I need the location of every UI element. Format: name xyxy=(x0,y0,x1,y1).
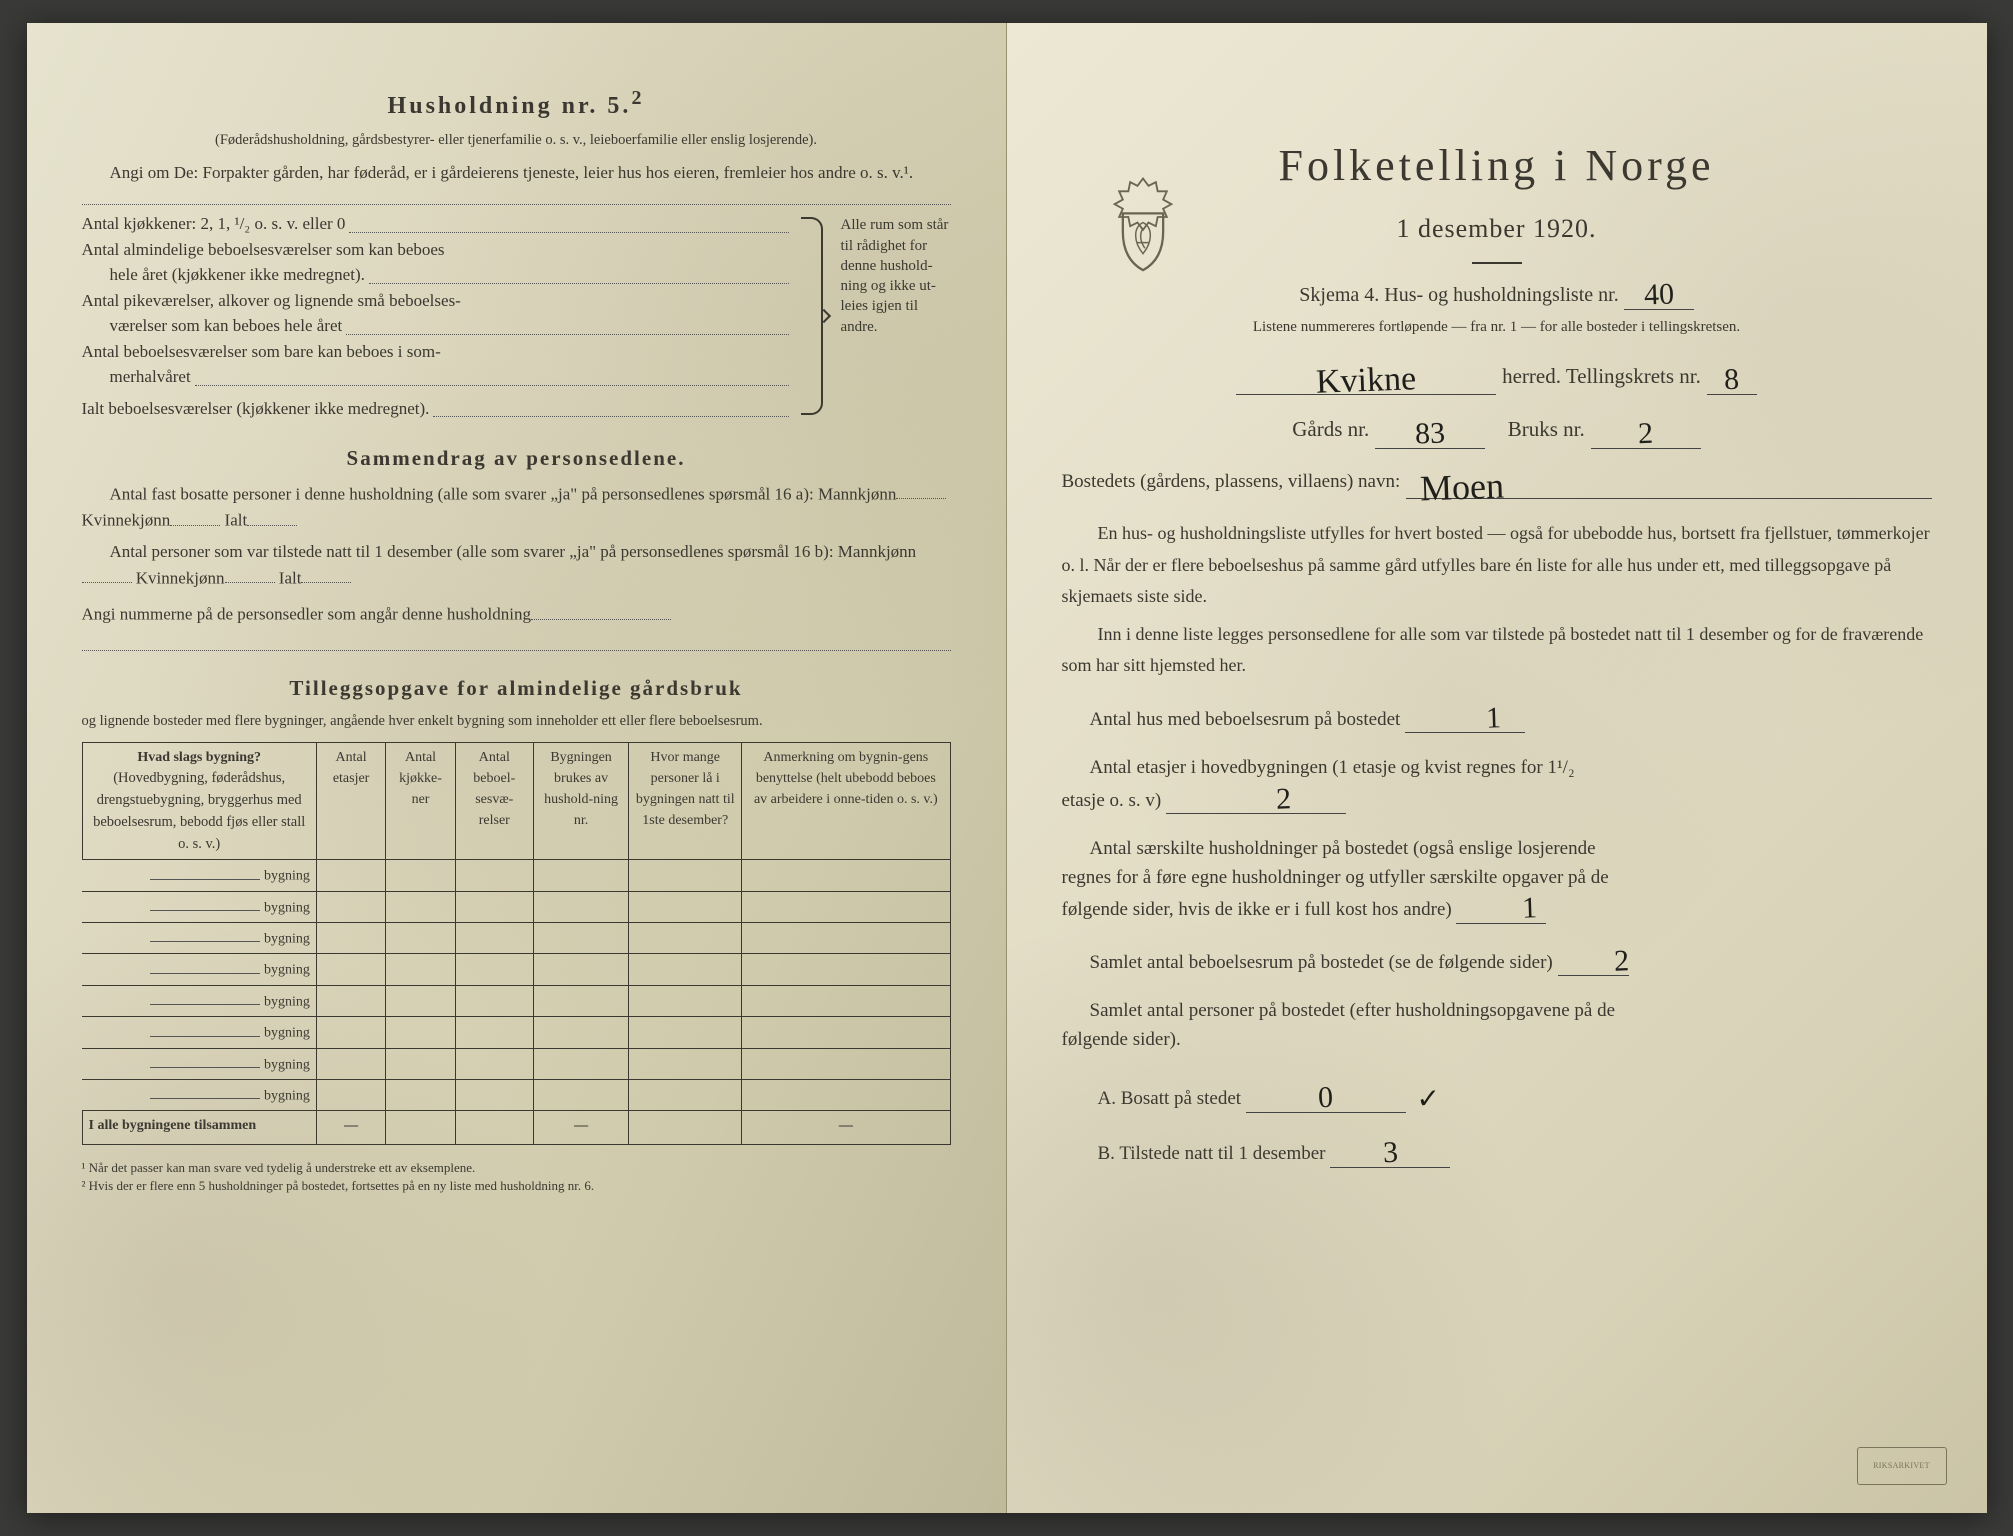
q3c: følgende sider, hvis de ikke er i full k… xyxy=(1062,899,1452,920)
fn2: ² Hvis der er flere enn 5 husholdninger … xyxy=(82,1177,951,1195)
qA: A. Bosatt på stedet xyxy=(1098,1088,1242,1109)
gard-label: Gårds nr. xyxy=(1292,414,1369,446)
th3: Antal kjøkke-ner xyxy=(386,743,455,860)
checkmark-icon: ✓ xyxy=(1417,1078,1440,1120)
gard-nr: 83 xyxy=(1415,419,1446,447)
row7-lbl: bygning xyxy=(264,1057,310,1072)
herred-row: Kvikne herred. Tellingskrets nr. 8 xyxy=(1062,361,1932,393)
row5-lbl: bygning xyxy=(264,994,310,1009)
rooms-r4a: Antal beboelsesværelser som bare kan beb… xyxy=(82,339,441,365)
rooms-r4b: merhalvåret xyxy=(82,364,191,390)
divider-icon xyxy=(1472,262,1522,264)
household-subtitle: (Føderådshusholdning, gårdsbestyrer- ell… xyxy=(82,130,951,152)
brace-icon xyxy=(801,217,823,415)
bosted-label: Bostedets (gårdens, plassens, villaens) … xyxy=(1062,468,1401,497)
skjema-nr: 40 xyxy=(1643,280,1674,308)
bruk-nr: 2 xyxy=(1638,420,1654,448)
q3a: Antal særskilte husholdninger på bostede… xyxy=(1090,838,1596,859)
rooms-r2a: Antal almindelige beboelsesværelser som … xyxy=(82,237,445,263)
household-title: Husholdning nr. 5.2 xyxy=(82,83,951,124)
left-page: Husholdning nr. 5.2 (Føderådshusholdning… xyxy=(27,23,1007,1513)
row8-lbl: bygning xyxy=(264,1088,310,1103)
household-title-text: Husholdning nr. 5. xyxy=(388,93,632,119)
right-page: Folketelling i Norge 1 desember 1920. Sk… xyxy=(1007,23,1987,1513)
row-total: I alle bygningene tilsammen xyxy=(82,1111,316,1145)
ialt2: Ialt xyxy=(279,568,302,587)
para1: En hus- og husholdningsliste utfylles fo… xyxy=(1062,518,1932,613)
rooms-r3a: Antal pikeværelser, alkover og lignende … xyxy=(82,288,461,314)
farm-table: Hvad slags bygning? (Hovedbygning, føder… xyxy=(82,742,951,1145)
q1: Antal hus med beboelsesrum på bostedet xyxy=(1090,709,1401,730)
th1a: Hvad slags bygning? xyxy=(89,747,310,768)
farm-table-body: bygning bygning bygning bygning bygning … xyxy=(82,860,950,1145)
tillegg-sub: og lignende bosteder med flere bygninger… xyxy=(82,711,951,733)
a3: 1 xyxy=(1494,894,1538,922)
a4: 2 xyxy=(1585,947,1629,975)
krets-nr: 8 xyxy=(1724,366,1740,394)
para2: Inn i denne liste legges personsedlene f… xyxy=(1062,619,1932,682)
skjema-label: Skjema 4. Hus- og husholdningsliste nr. xyxy=(1299,284,1618,306)
row4-lbl: bygning xyxy=(264,963,310,978)
instructions: En hus- og husholdningsliste utfylles fo… xyxy=(1062,518,1932,682)
answers: Antal hus med beboelsesrum på bostedet 1… xyxy=(1062,702,1932,1169)
q5a: Samlet antal personer på bostedet (efter… xyxy=(1090,1000,1616,1021)
th1b: (Hovedbygning, føderådshus, drengstuebyg… xyxy=(89,768,310,855)
kv1: Kvinnekjønn xyxy=(82,511,171,530)
aB: 3 xyxy=(1382,1139,1398,1167)
th4: Antal beboel-sesvæ-relser xyxy=(455,743,533,860)
tillegg-title: Tilleggsopgave for almindelige gårdsbruk xyxy=(82,673,951,705)
bruk-label: Bruks nr. xyxy=(1508,414,1585,446)
a1: 1 xyxy=(1457,704,1501,732)
th2: Antal etasjer xyxy=(316,743,385,860)
row6-lbl: bygning xyxy=(264,1026,310,1041)
th6: Hvor mange personer lå i bygningen natt … xyxy=(629,743,742,860)
right-header: Folketelling i Norge 1 desember 1920. Sk… xyxy=(1062,133,1932,339)
qB: B. Tilstede natt til 1 desember xyxy=(1098,1143,1326,1164)
archive-stamp: RIKSARKIVET xyxy=(1857,1447,1947,1485)
ialt1: Ialt xyxy=(225,511,248,530)
rooms-block: Antal kjøkkener: 2, 1, ¹/₂ o. s. v. elle… xyxy=(82,211,951,421)
sammendrag-title: Sammendrag av personsedlene. xyxy=(82,443,951,475)
row2-lbl: bygning xyxy=(264,900,310,915)
bosted-row: Bostedets (gårdens, plassens, villaens) … xyxy=(1062,468,1932,497)
q3b: regnes for å føre egne husholdninger og … xyxy=(1062,867,1609,888)
angi-line: Angi om De: Forpakter gården, har føderå… xyxy=(82,160,951,186)
q2b: etasje o. s. v) xyxy=(1062,790,1162,811)
row3-lbl: bygning xyxy=(264,931,310,946)
rooms-lines: Antal kjøkkener: 2, 1, ¹/₂ o. s. v. elle… xyxy=(82,211,793,421)
angi-num-fill xyxy=(82,633,951,651)
listene-note: Listene nummereres fortløpende — fra nr.… xyxy=(1062,316,1932,339)
th5: Bygningen brukes av hushold-ning nr. xyxy=(533,743,628,860)
q2a: Antal etasjer i hovedbygningen (1 etasje… xyxy=(1090,757,1575,778)
herred-label: herred. Tellingskrets nr. xyxy=(1502,361,1701,393)
fn1: ¹ Når det passer kan man svare ved tydel… xyxy=(82,1159,951,1177)
p-fast: Antal fast bosatte personer i denne hush… xyxy=(110,484,897,503)
rooms-r3b: værelser som kan beboes hele året xyxy=(82,313,343,339)
census-date: 1 desember 1920. xyxy=(1062,209,1932,248)
persons-block: Antal fast bosatte personer i denne hush… xyxy=(82,481,951,591)
aA: 0 xyxy=(1318,1084,1334,1112)
kv2: Kvinnekjønn xyxy=(136,568,225,587)
angi-num: Angi nummerne på de personsedler som ang… xyxy=(82,605,531,624)
census-title: Folketelling i Norge xyxy=(1062,133,1932,199)
q4: Samlet antal beboelsesrum på bostedet (s… xyxy=(1090,952,1553,973)
rooms-r5: Ialt beboelsesværelser (kjøkkener ikke m… xyxy=(82,396,430,422)
angi-fill xyxy=(82,187,951,205)
gard-row: Gårds nr. 83 Bruks nr. 2 xyxy=(1062,414,1932,446)
household-title-sup: 2 xyxy=(631,87,644,109)
th7: Anmerkning om bygnin-gens benyttelse (he… xyxy=(742,743,950,860)
document-spread: Husholdning nr. 5.2 (Føderådshusholdning… xyxy=(27,23,1987,1513)
footnotes: ¹ Når det passer kan man svare ved tydel… xyxy=(82,1159,951,1194)
herred-value: Kvikne xyxy=(1316,365,1417,399)
coat-of-arms-icon xyxy=(1097,173,1189,283)
q5b: følgende sider). xyxy=(1062,1029,1181,1050)
p-tilstede: Antal personer som var tilstede natt til… xyxy=(110,542,917,561)
rooms-r2b: hele året (kjøkkener ikke medregnet). xyxy=(82,262,365,288)
bosted-value: Moen xyxy=(1420,469,1505,504)
a2: 2 xyxy=(1248,785,1292,813)
rooms-r1: Antal kjøkkener: 2, 1, ¹/₂ o. s. v. elle… xyxy=(82,211,346,237)
brace-text: Alle rum som står til rådighet for denne… xyxy=(831,211,951,421)
skjema-line: Skjema 4. Hus- og husholdningsliste nr. … xyxy=(1062,278,1932,310)
row1-lbl: bygning xyxy=(264,869,310,884)
